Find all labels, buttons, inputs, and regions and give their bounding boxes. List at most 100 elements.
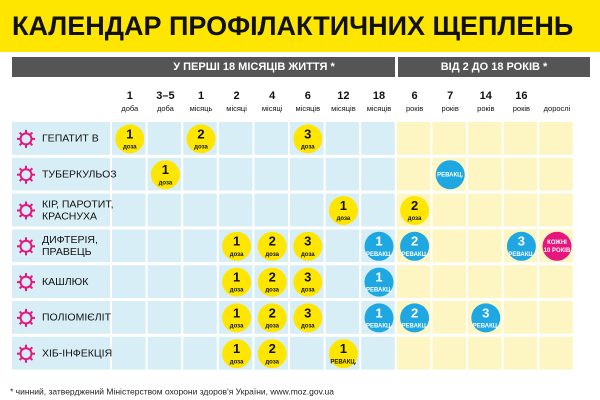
cell xyxy=(183,193,217,227)
column-unit: місяці xyxy=(262,104,283,113)
dose-number: 3 xyxy=(304,234,311,249)
cell xyxy=(396,265,431,298)
virus-icon-spike xyxy=(18,203,23,207)
vaccine-label: ПОЛІОМІЄЛІТ xyxy=(42,312,112,324)
cell xyxy=(468,229,502,263)
dose-dot xyxy=(471,303,501,333)
virus-icon-spike xyxy=(18,346,23,351)
column-unit: місяці xyxy=(226,104,247,113)
dose-dot xyxy=(364,231,394,261)
column-number: 12 xyxy=(337,90,349,102)
dose-text: РЕВАКЦ. xyxy=(366,288,392,294)
cell xyxy=(290,157,324,191)
dose-dot xyxy=(257,339,287,369)
cell xyxy=(432,265,466,298)
group-header-bg xyxy=(12,57,395,77)
virus-icon xyxy=(19,239,33,253)
cell xyxy=(112,193,146,227)
cell xyxy=(290,193,324,227)
dose-text: РЕВАКЦ. xyxy=(402,323,428,329)
cell xyxy=(254,193,288,227)
column-number: 4 xyxy=(269,90,276,102)
dose-text: доза xyxy=(301,288,315,294)
cell xyxy=(290,336,324,370)
cell xyxy=(468,336,502,370)
virus-icon-spike xyxy=(29,321,34,325)
column-unit: років xyxy=(477,104,494,113)
cell xyxy=(432,122,466,155)
cell xyxy=(539,265,573,298)
cell xyxy=(112,229,146,263)
cell xyxy=(112,157,146,191)
column-number: 1 xyxy=(198,90,204,102)
virus-icon-spike xyxy=(18,167,23,172)
group-header: ВІД 2 ДО 18 РОКІВ * xyxy=(441,61,548,73)
column-number: 6 xyxy=(412,90,418,102)
cell xyxy=(432,301,466,334)
column-unit: доба xyxy=(157,104,175,113)
cell xyxy=(468,193,502,227)
dose-text: доза xyxy=(159,180,173,186)
vaccine-label: КАШЛЮК xyxy=(42,276,89,288)
virus-icon-spike xyxy=(29,178,34,182)
cell xyxy=(503,122,538,155)
title: КАЛЕНДАР ПРОФІЛАКТИЧНИХ ЩЕПЛЕНЬ xyxy=(12,11,573,41)
dose-number: 2 xyxy=(269,341,276,356)
cell xyxy=(432,193,466,227)
cell xyxy=(361,193,395,227)
virus-icon-spike xyxy=(29,275,34,279)
dose-dot xyxy=(222,231,252,261)
dose-number: 3 xyxy=(518,234,525,249)
dose-number: 1 xyxy=(340,341,347,356)
dose-text: доза xyxy=(301,323,315,329)
virus-icon-spike xyxy=(18,321,23,325)
dose-dot xyxy=(328,339,358,369)
vaccine-label: ДИФТЕРІЯ, xyxy=(42,234,98,246)
dose-number: 3 xyxy=(304,270,311,285)
row-label-bg xyxy=(12,193,110,227)
dose-number: 1 xyxy=(375,234,382,249)
dose-text: РЕВАКЦ. xyxy=(366,323,392,329)
dose-text: РЕВАКЦ. xyxy=(473,323,499,329)
cell xyxy=(183,336,217,370)
column-unit: місяць xyxy=(190,104,213,113)
dose-number: 1 xyxy=(162,162,169,177)
virus-icon-spike xyxy=(18,131,23,136)
dose-text: доза xyxy=(194,144,208,150)
virus-icon-spike xyxy=(18,285,23,290)
dose-dot xyxy=(222,303,252,333)
vaccine-label: КІР, ПАРОТИТ, xyxy=(42,198,114,210)
cell xyxy=(503,301,538,334)
column-unit: місяців xyxy=(296,104,321,113)
column-unit: років xyxy=(442,104,459,113)
dose-number: 2 xyxy=(411,234,418,249)
column-number: 2 xyxy=(234,90,240,102)
dose-text: РЕВАКЦ. xyxy=(330,359,356,365)
vaccine-label: ТУБЕРКУЛЬОЗ xyxy=(42,168,117,180)
column-unit: доба xyxy=(121,104,139,113)
dose-dot xyxy=(222,339,252,369)
column-number: 6 xyxy=(305,90,311,102)
cell xyxy=(325,157,360,191)
row-label-bg xyxy=(12,122,110,155)
cell xyxy=(218,122,253,155)
virus-icon-spike xyxy=(29,214,34,218)
dose-number: 1 xyxy=(126,126,133,141)
dose-dot xyxy=(257,231,287,261)
dose-number: 2 xyxy=(269,234,276,249)
dose-text: 10 РОКІВ xyxy=(544,248,571,254)
cell xyxy=(112,301,146,334)
cell xyxy=(361,122,395,155)
dose-dot xyxy=(115,124,145,154)
dose-number: 1 xyxy=(233,305,240,320)
cell xyxy=(361,157,395,191)
cell xyxy=(147,301,182,334)
column-number: 1 xyxy=(127,90,133,102)
column-number: 16 xyxy=(515,90,527,102)
dose-number: 2 xyxy=(269,270,276,285)
virus-icon-spike xyxy=(29,131,34,136)
cell xyxy=(539,122,573,155)
dose-number: 1 xyxy=(375,270,382,285)
dose-number: 2 xyxy=(197,126,204,141)
